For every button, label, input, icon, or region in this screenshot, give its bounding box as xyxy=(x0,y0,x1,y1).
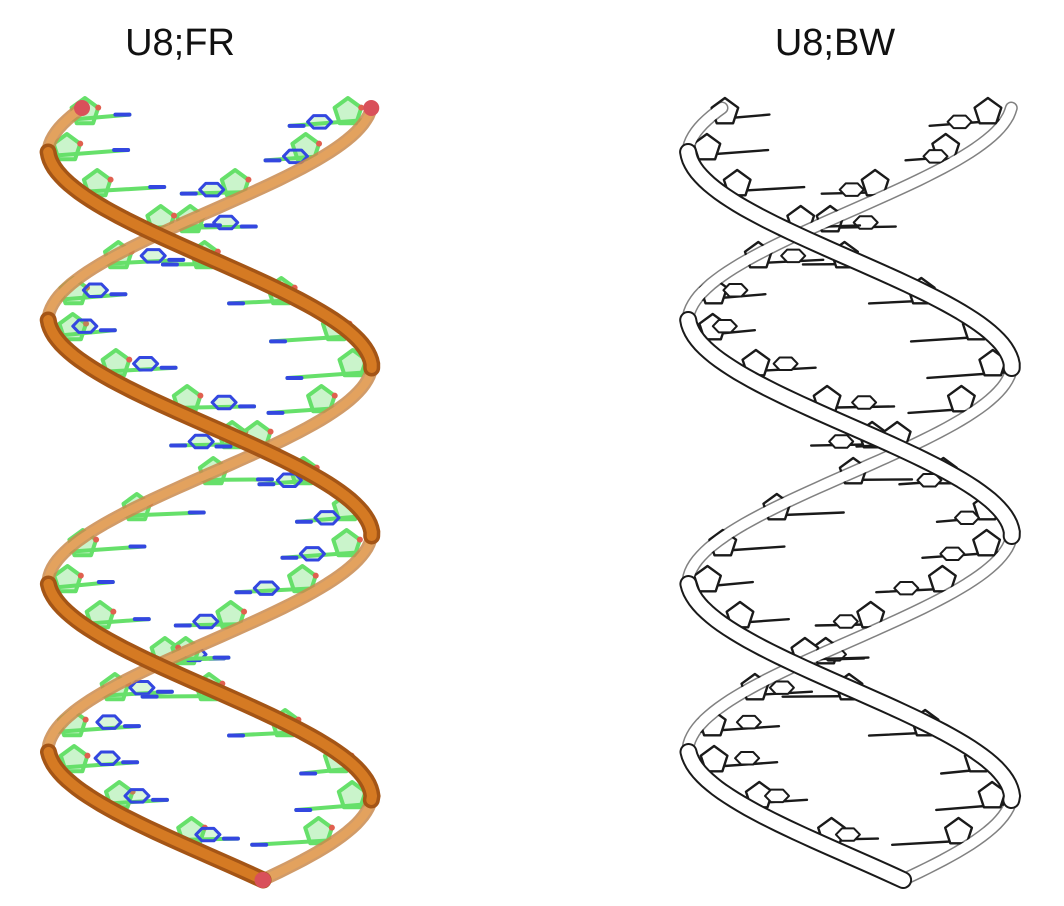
base-ring xyxy=(948,116,972,129)
base-ring xyxy=(315,512,339,524)
oxygen-atom xyxy=(95,105,101,111)
nucleotide xyxy=(56,746,137,771)
base-ring xyxy=(73,320,97,332)
strand-terminus xyxy=(74,100,90,116)
base-ring xyxy=(308,116,332,129)
base-ring xyxy=(196,828,220,840)
base-ring xyxy=(125,790,149,803)
nucleotide xyxy=(930,98,1006,128)
oxygen-atom xyxy=(77,141,83,147)
backbone-tube-fill xyxy=(688,320,1012,536)
base-ring xyxy=(735,752,759,765)
base-ring xyxy=(765,790,789,803)
base-ring xyxy=(836,828,860,840)
oxygen-atom xyxy=(171,213,177,219)
backbone-tube-fill xyxy=(688,536,1012,752)
oxygen-atom xyxy=(245,177,251,183)
nucleotide xyxy=(922,530,1004,560)
base-ring xyxy=(955,512,979,524)
nucleotide xyxy=(690,566,753,591)
base-ring xyxy=(134,358,158,371)
strand-terminus xyxy=(254,872,270,888)
nucleotide xyxy=(936,782,1010,810)
base-ring xyxy=(852,396,876,409)
oxygen-atom xyxy=(84,753,90,759)
oxygen-atom xyxy=(108,177,114,183)
base-ring xyxy=(254,582,278,594)
base-ring xyxy=(834,615,858,627)
oxygen-atom xyxy=(126,357,132,363)
rna-helix-sketch-rendering xyxy=(688,98,1012,880)
base-ring xyxy=(713,320,737,332)
base-ring xyxy=(189,435,213,448)
nucleotide xyxy=(49,134,128,159)
backbone-tube xyxy=(48,536,372,752)
oxygen-atom xyxy=(197,393,203,399)
base-ring xyxy=(95,752,119,765)
oxygen-atom xyxy=(268,429,274,435)
base-ring xyxy=(300,548,324,560)
base-ring xyxy=(774,358,798,371)
base-ring xyxy=(940,548,964,560)
oxygen-atom xyxy=(357,537,363,543)
oxygen-atom xyxy=(332,393,338,399)
oxygen-atom xyxy=(329,825,335,831)
oxygen-atom xyxy=(78,573,84,579)
nucleotide xyxy=(689,134,768,159)
backbone-tube xyxy=(48,320,372,536)
oxygen-atom xyxy=(110,609,116,615)
nucleotide xyxy=(696,746,777,771)
base-ring xyxy=(737,716,761,729)
ribose-ring xyxy=(973,530,1000,555)
nucleotide xyxy=(287,350,370,378)
base-ring xyxy=(194,615,218,627)
nucleotide xyxy=(282,530,364,560)
ribose-ring xyxy=(335,98,362,123)
nucleotide xyxy=(296,782,370,810)
oxygen-atom xyxy=(316,141,322,147)
base-ring xyxy=(200,183,224,196)
base-ring xyxy=(829,435,853,448)
oxygen-atom xyxy=(313,573,319,579)
oxygen-atom xyxy=(83,717,89,723)
base-ring xyxy=(212,396,236,409)
strand-terminus xyxy=(363,100,379,116)
ribose-ring xyxy=(333,530,360,555)
base-ring xyxy=(781,250,805,263)
ribose-ring xyxy=(975,98,1002,123)
base-ring xyxy=(97,716,121,729)
base-ring xyxy=(894,582,918,594)
base-ring xyxy=(723,284,747,297)
nucleotide xyxy=(50,566,113,591)
base-ring xyxy=(141,250,165,263)
base-ring xyxy=(840,183,864,196)
nucleotide xyxy=(290,98,366,128)
rna-helix-color-rendering xyxy=(48,98,379,888)
base-ring xyxy=(83,284,107,297)
oxygen-atom xyxy=(241,609,247,615)
base-ring xyxy=(854,216,878,229)
